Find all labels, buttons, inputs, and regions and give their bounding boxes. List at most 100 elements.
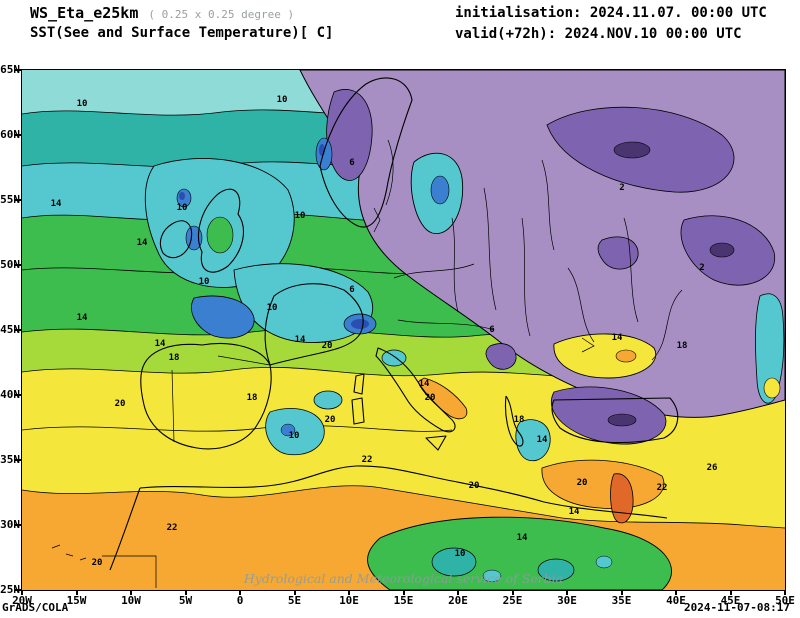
lon-axis-label: 20E (448, 594, 468, 607)
contour-value-label: 18 (247, 393, 258, 403)
contour-value-label: 22 (657, 483, 668, 493)
map-frame: 10 10 6 2 2 14 10 10 14 10 6 10 14 14 18 6 14 20 18 14 20 10 2… (21, 69, 786, 591)
contour-value-label: 22 (362, 455, 373, 465)
contour-value-label: 22 (167, 523, 178, 533)
header-title-line: WS_Eta_e25km ( 0.25 x 0.25 degree ) (30, 3, 294, 22)
footer-grads-credit: GrADS/COLA (2, 601, 69, 614)
lat-axis-tick (15, 134, 22, 136)
lon-axis-label: 5W (178, 594, 193, 607)
contour-value-label: 10 (289, 431, 300, 441)
contour-value-label: 6 (349, 285, 354, 295)
model-name: WS_Eta_e25km (30, 4, 139, 22)
lon-axis-tick (184, 590, 187, 595)
contour-value-label: 14 (569, 507, 580, 517)
contour-value-label: 18 (169, 353, 180, 363)
init-time: initialisation: 2024.11.07. 00:00 UTC (455, 5, 767, 21)
coastlines-borders (51, 77, 683, 588)
lat-axis-tick (15, 69, 22, 71)
lat-axis-label: 60N (0, 128, 20, 141)
contour-value-label: 2 (619, 183, 624, 193)
contour-value-label: 20 (325, 415, 336, 425)
lat-axis-label: 50N (0, 258, 20, 271)
lon-axis-tick (566, 590, 568, 595)
lat-axis-label: 65N (0, 63, 20, 76)
contour-value-label: 14 (51, 199, 62, 209)
lat-axis-tick (15, 264, 22, 266)
contour-value-label: 20 (92, 558, 103, 568)
lon-axis-label: 20W (12, 594, 32, 607)
lon-axis-tick (675, 590, 677, 595)
contour-value-label: 10 (199, 277, 210, 287)
lat-axis-tick (15, 329, 22, 331)
lon-axis-tick (21, 590, 23, 595)
lon-axis-tick (402, 590, 405, 595)
contour-value-label: 14 (419, 379, 430, 389)
contour-value-label: 2 (699, 263, 704, 273)
contour-value-label: 14 (612, 333, 623, 343)
contour-value-label: 14 (155, 339, 166, 349)
contour-value-label: 6 (489, 325, 494, 335)
lon-axis-tick (130, 590, 132, 595)
lon-axis-label: 35E (611, 594, 632, 607)
black-sea-caspian (553, 293, 785, 404)
lon-axis-label: 5E (287, 594, 302, 607)
africa-cool-region (367, 516, 672, 590)
mediterranean-patches (265, 377, 665, 524)
contour-value-label: 18 (514, 415, 525, 425)
lon-axis-label: 25E (502, 594, 523, 607)
lon-axis-tick (293, 590, 296, 595)
contour-value-label: 14 (77, 313, 88, 323)
lon-axis-tick (729, 590, 732, 595)
lon-axis-tick (784, 590, 786, 595)
lat-axis-tick (15, 199, 22, 201)
variable-title: SST(See and Surface Temperature)[ C] (30, 25, 334, 41)
lon-axis-label: 50E (775, 594, 795, 607)
lat-axis-label: 45N (0, 323, 20, 336)
contour-value-label: 10 (77, 99, 88, 109)
lat-axis-label: 25N (0, 583, 20, 596)
resolution-note: ( 0.25 x 0.25 degree ) (148, 8, 295, 21)
run-times: initialisation: 2024.11.07. 00:00 UTC va… (455, 3, 767, 45)
contour-value-label: 10 (277, 95, 288, 105)
lat-axis-label: 30N (0, 518, 20, 531)
contour-value-label: 20 (577, 478, 588, 488)
contour-value-label: 20 (115, 399, 126, 409)
west-europe-cool-patches (144, 137, 464, 367)
contour-value-label: 10 (177, 203, 188, 213)
contour-value-label: 10 (267, 303, 278, 313)
contour-value-label: 18 (677, 341, 688, 351)
lon-axis-tick (457, 590, 459, 595)
contour-value-label: 14 (537, 435, 548, 445)
contour-value-label: 14 (295, 335, 306, 345)
lon-axis-label: 40E (666, 594, 686, 607)
contour-value-label: 6 (349, 158, 354, 168)
lon-axis-label: 15W (66, 594, 87, 607)
valid-time: valid(+72h): 2024.NOV.10 00:00 UTC (455, 26, 742, 42)
lon-axis-label: 45E (720, 594, 741, 607)
contour-value-label: 10 (295, 211, 306, 221)
lat-axis-label: 40N (0, 388, 20, 401)
lat-axis-tick (15, 524, 22, 526)
contour-value-label: 20 (425, 393, 436, 403)
lon-axis-label: 15E (393, 594, 414, 607)
lat-axis-label: 35N (0, 453, 20, 466)
contour-value-label: 14 (517, 533, 528, 543)
lat-axis-label: 55N (0, 193, 20, 206)
lon-axis-label: 10E (339, 594, 359, 607)
lat-axis-tick (15, 459, 22, 461)
lon-axis-tick (75, 590, 78, 595)
lon-axis-tick (511, 590, 514, 595)
contour-value-label: 14 (137, 238, 148, 248)
contour-value-label: 20 (469, 481, 480, 491)
lon-axis-tick (348, 590, 350, 595)
contour-value-label: 20 (322, 341, 333, 351)
footer-timestamp: 2024-11-07-08:17 (684, 601, 790, 614)
lon-axis-label: 0 (236, 594, 244, 607)
lon-axis-tick (620, 590, 623, 595)
lon-axis-label: 10W (121, 594, 141, 607)
lon-axis-label: 30E (557, 594, 577, 607)
lat-axis-tick (15, 589, 22, 591)
